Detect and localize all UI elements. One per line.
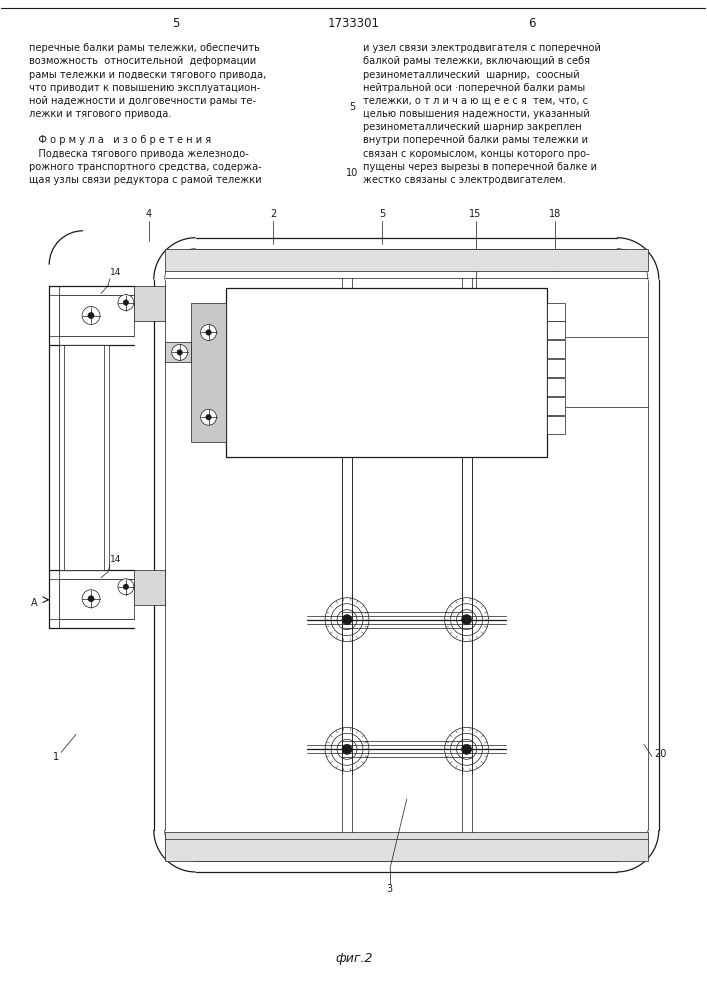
Bar: [59, 295, 134, 336]
Text: 18: 18: [549, 209, 561, 219]
Text: 6: 6: [529, 17, 536, 30]
Text: 5: 5: [349, 102, 355, 112]
Bar: [165, 249, 648, 271]
Text: 4: 4: [146, 209, 152, 219]
Bar: [134, 286, 165, 320]
Circle shape: [88, 312, 94, 319]
Circle shape: [118, 579, 134, 595]
Text: резинометаллический  шарнир,  соосный: резинометаллический шарнир, соосный: [363, 70, 580, 80]
Circle shape: [82, 590, 100, 608]
Circle shape: [123, 300, 129, 305]
Text: 2: 2: [270, 209, 276, 219]
Bar: [547, 359, 565, 377]
Circle shape: [201, 409, 216, 425]
Bar: [165, 832, 648, 861]
Circle shape: [118, 295, 134, 311]
Text: 20: 20: [654, 749, 666, 759]
Text: пущены через вырезы в поперечной балке и: пущены через вырезы в поперечной балке и: [363, 162, 597, 172]
Text: Ф о р м у л а   и з о б р е т е н и я: Ф о р м у л а и з о б р е т е н и я: [29, 135, 211, 145]
Text: лежки и тягового привода.: лежки и тягового привода.: [29, 109, 172, 119]
Bar: [165, 342, 191, 362]
Bar: [191, 303, 226, 442]
Bar: [547, 416, 565, 434]
Text: жестко связаны с электродвигателем.: жестко связаны с электродвигателем.: [363, 175, 566, 185]
Circle shape: [206, 414, 211, 420]
Bar: [547, 340, 565, 358]
Text: целью повышения надежности, указанный: целью повышения надежности, указанный: [363, 109, 590, 119]
Circle shape: [342, 744, 352, 754]
Bar: [59, 579, 134, 619]
Bar: [134, 570, 165, 605]
Bar: [547, 397, 565, 415]
Text: что приводит к повышению эксплуатацион-: что приводит к повышению эксплуатацион-: [29, 83, 261, 93]
Text: 1733301: 1733301: [328, 17, 380, 30]
Circle shape: [342, 615, 352, 625]
Text: 14: 14: [110, 555, 122, 564]
Bar: [59, 345, 109, 570]
Text: рамы тележки и подвески тягового привода,: рамы тележки и подвески тягового привода…: [29, 70, 267, 80]
Text: 3: 3: [387, 884, 393, 894]
Text: 1: 1: [53, 752, 59, 762]
Text: рожного транспортного средства, содержа-: рожного транспортного средства, содержа-: [29, 162, 262, 172]
Text: тележки, о т л и ч а ю щ е е с я  тем, что, с: тележки, о т л и ч а ю щ е е с я тем, чт…: [363, 96, 588, 106]
Text: 10: 10: [346, 168, 358, 178]
Text: возможность  относительной  деформации: возможность относительной деформации: [29, 56, 257, 66]
Text: A: A: [31, 598, 38, 608]
Circle shape: [206, 330, 211, 335]
Text: щая узлы связи редуктора с рамой тележки: щая узлы связи редуктора с рамой тележки: [29, 175, 262, 185]
Circle shape: [177, 350, 182, 355]
Text: и узел связи электродвигателя с поперечной: и узел связи электродвигателя с поперечн…: [363, 43, 601, 53]
Bar: [547, 303, 565, 320]
Circle shape: [123, 584, 129, 590]
Text: 15: 15: [469, 209, 481, 219]
Text: ной надежности и долговечности рамы те-: ной надежности и долговечности рамы те-: [29, 96, 256, 106]
Circle shape: [462, 615, 472, 625]
Text: нейтральной оси ·поперечной балки рамы: нейтральной оси ·поперечной балки рамы: [363, 83, 585, 93]
Circle shape: [172, 344, 187, 360]
Text: внутри поперечной балки рамы тележки и: внутри поперечной балки рамы тележки и: [363, 135, 588, 145]
Text: фиг.2: фиг.2: [335, 952, 373, 965]
Text: 14: 14: [110, 268, 122, 277]
Bar: [226, 288, 547, 457]
Circle shape: [201, 324, 216, 340]
Bar: [547, 321, 565, 339]
Circle shape: [462, 744, 472, 754]
Text: резинометаллический шарнир закреплен: резинометаллический шарнир закреплен: [363, 122, 582, 132]
Text: балкой рамы тележки, включающий в себя: балкой рамы тележки, включающий в себя: [363, 56, 590, 66]
Text: перечные балки рамы тележки, обеспечить: перечные балки рамы тележки, обеспечить: [29, 43, 260, 53]
Text: связан с коромыслом, концы которого про-: связан с коромыслом, концы которого про-: [363, 149, 590, 159]
Text: 5: 5: [172, 17, 180, 30]
Circle shape: [82, 307, 100, 324]
Circle shape: [88, 596, 94, 602]
Text: 5: 5: [379, 209, 385, 219]
Bar: [547, 378, 565, 396]
Text: Подвеска тягового привода железнодо-: Подвеска тягового привода железнодо-: [29, 149, 249, 159]
